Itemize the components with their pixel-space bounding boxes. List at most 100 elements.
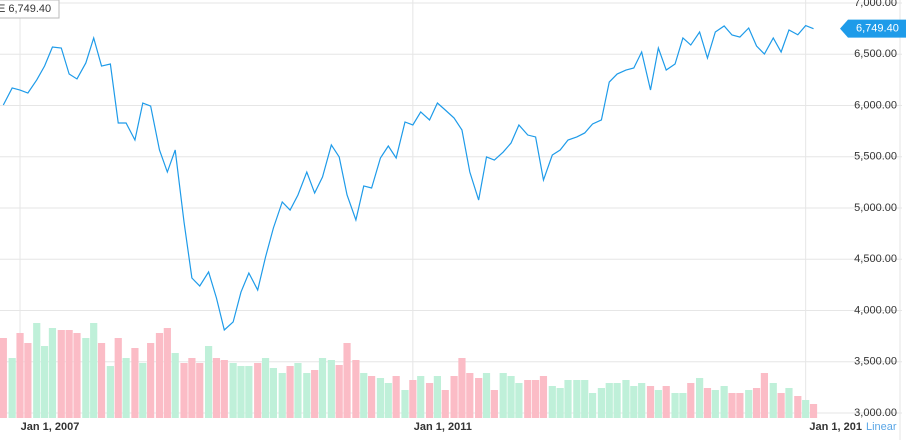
volume-bar xyxy=(204,346,213,418)
volume-bar xyxy=(760,373,769,418)
volume-bar xyxy=(556,388,564,418)
volume-bar xyxy=(433,376,442,418)
volume-bar xyxy=(278,373,286,418)
volume-bar xyxy=(745,390,753,418)
volume-bar xyxy=(48,328,57,418)
volume-bar xyxy=(597,388,606,418)
volume-bar xyxy=(539,376,548,418)
volume-bar xyxy=(188,358,196,418)
volume-bar xyxy=(303,373,311,418)
volume-bar xyxy=(466,373,474,418)
volume-bar xyxy=(490,390,498,418)
scale-label[interactable]: Linear xyxy=(866,421,897,433)
volume-bar xyxy=(802,400,810,418)
volume-bar xyxy=(147,343,155,418)
last-value-label: 6,749.40 xyxy=(856,23,899,35)
volume-bar xyxy=(261,358,270,418)
volume-bar xyxy=(409,380,417,418)
volume-bar xyxy=(696,378,704,418)
volume-bar xyxy=(171,353,179,418)
x-tick-label: Jan 1, 2007 xyxy=(21,421,80,433)
volume-bar xyxy=(384,383,392,418)
volume-bar xyxy=(269,368,277,418)
volume-bar xyxy=(318,358,327,418)
y-tick-label: 5,500.00 xyxy=(854,151,897,163)
volume-bar xyxy=(515,383,523,418)
volume-bar xyxy=(728,393,736,418)
volume-bar xyxy=(711,390,719,418)
volume-bar xyxy=(65,330,73,418)
volume-bar xyxy=(662,386,670,418)
volume-bar xyxy=(769,383,777,418)
legend-box xyxy=(0,0,60,19)
volume-bar xyxy=(425,383,434,418)
volume-bar xyxy=(630,386,638,418)
volume-bar xyxy=(368,376,376,418)
volume-bar xyxy=(163,328,171,418)
y-tick-label: 3,500.00 xyxy=(854,356,897,368)
volume-bar xyxy=(16,333,24,418)
volume-bar xyxy=(97,343,106,418)
volume-bar xyxy=(311,370,319,418)
volume-bar xyxy=(785,388,793,418)
volume-bar xyxy=(57,330,65,418)
volume-bar xyxy=(417,376,425,418)
y-tick-label: 3,000.00 xyxy=(854,407,897,419)
volume-bar xyxy=(286,366,294,418)
volume-bar xyxy=(335,365,343,418)
volume-bar xyxy=(139,363,147,418)
volume-bar xyxy=(679,393,687,418)
volume-bar xyxy=(671,393,679,418)
volume-bar xyxy=(254,363,262,418)
y-tick-label: 4,500.00 xyxy=(854,253,897,265)
volume-bar xyxy=(392,376,400,418)
volume-bar xyxy=(441,390,449,418)
y-tick-label: 6,500.00 xyxy=(854,48,897,60)
legend-series-name: E xyxy=(0,3,5,15)
volume-bar xyxy=(613,383,621,418)
volume-bar xyxy=(703,388,712,418)
volume-bar xyxy=(8,358,16,418)
volume-bar xyxy=(245,366,253,418)
volume-bar xyxy=(131,348,139,418)
volume-bar xyxy=(499,373,507,418)
volume-bar xyxy=(654,390,662,418)
volume-bar xyxy=(352,360,360,418)
volume-bar xyxy=(73,333,81,418)
volume-bar xyxy=(646,386,655,418)
volume-bar xyxy=(638,383,646,418)
volume-bar xyxy=(106,366,114,418)
volume-bar xyxy=(180,363,188,418)
y-tick-label: 4,000.00 xyxy=(854,304,897,316)
x-tick-label: Jan 1, 201 xyxy=(809,421,862,433)
volume-bar xyxy=(294,363,302,418)
volume-bar xyxy=(588,393,597,418)
volume-bar xyxy=(401,390,409,418)
volume-bar xyxy=(687,383,695,418)
volume-bar xyxy=(809,404,818,418)
volume-bar xyxy=(605,383,613,418)
volume-bar xyxy=(736,393,744,418)
volume-bar xyxy=(155,333,164,418)
volume-bar xyxy=(475,378,483,418)
legend: E 6,749.40 xyxy=(0,0,60,19)
volume-bar xyxy=(548,386,556,418)
volume-bar xyxy=(237,366,245,418)
volume-bar xyxy=(622,380,630,418)
volume-bar xyxy=(212,358,221,418)
price-line xyxy=(2,24,814,332)
volume-bar xyxy=(507,376,515,418)
volume-bar xyxy=(720,386,728,418)
volume-bar xyxy=(327,360,335,418)
volume-bar xyxy=(360,373,368,418)
volume-bar xyxy=(573,380,581,418)
volume-bar xyxy=(581,380,589,418)
volume-bar xyxy=(220,360,228,418)
volume-bar xyxy=(229,363,237,418)
last-value-badge xyxy=(840,19,906,38)
volume-bar xyxy=(450,376,458,418)
volume-bar xyxy=(752,388,761,418)
volume-bar xyxy=(0,338,7,418)
volume-bar xyxy=(122,358,130,418)
